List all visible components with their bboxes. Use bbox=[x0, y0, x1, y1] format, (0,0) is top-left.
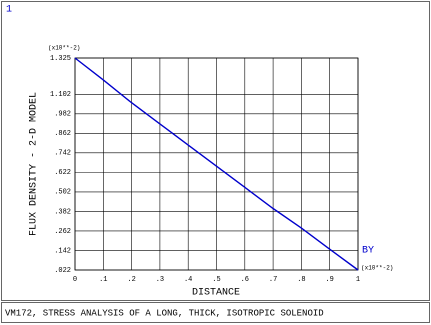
x-axis-label: DISTANCE bbox=[192, 288, 240, 299]
x-tick-label: 1 bbox=[356, 276, 360, 284]
y-tick-label: .262 bbox=[54, 228, 71, 236]
x-tick-label: .5 bbox=[212, 276, 220, 284]
x-tick-label: .3 bbox=[156, 276, 164, 284]
y-tick-label: .142 bbox=[54, 247, 71, 255]
caption: VM172, STRESS ANALYSIS OF A LONG, THICK,… bbox=[5, 308, 324, 318]
y-tick-label: .982 bbox=[54, 111, 71, 119]
window-number: 1 bbox=[6, 5, 12, 16]
legend-label: BY bbox=[362, 246, 374, 257]
x-tick-label: .9 bbox=[325, 276, 333, 284]
caption-frame bbox=[1, 302, 430, 323]
y-tick-label: .862 bbox=[54, 130, 71, 138]
y-tick-label: .022 bbox=[54, 267, 71, 275]
y-axis-label: FLUX DENSITY - 2-D MODEL bbox=[29, 92, 40, 236]
x-tick-label: .2 bbox=[127, 276, 135, 284]
y-tick-label: 1.325 bbox=[50, 55, 71, 63]
x-tick-label: .6 bbox=[241, 276, 249, 284]
x-tick-label: 0 bbox=[73, 276, 77, 284]
y-tick-label: .742 bbox=[54, 150, 71, 158]
data-line bbox=[74, 57, 359, 271]
x-tick-label: .7 bbox=[269, 276, 277, 284]
y-tick-label: .622 bbox=[54, 169, 71, 177]
y-tick-label: .502 bbox=[54, 189, 71, 197]
y-unit: (x10**-2) bbox=[48, 45, 80, 52]
y-tick-label: 1.102 bbox=[50, 91, 71, 99]
y-tick-label: .382 bbox=[54, 208, 71, 216]
x-tick-label: .1 bbox=[99, 276, 107, 284]
x-tick-label: .8 bbox=[297, 276, 305, 284]
x-unit: (x10**-2) bbox=[361, 265, 393, 272]
x-tick-label: .4 bbox=[184, 276, 192, 284]
